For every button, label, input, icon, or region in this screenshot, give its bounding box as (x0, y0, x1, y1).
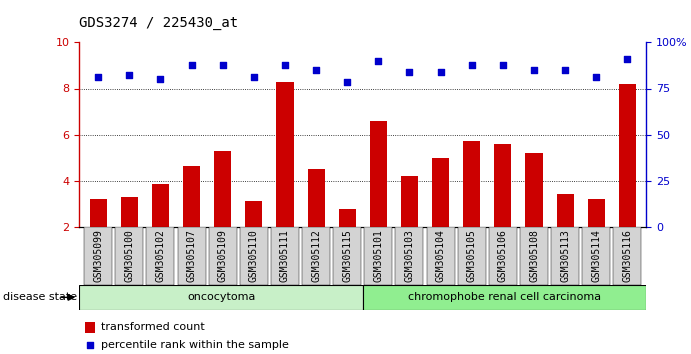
Bar (619, 84, 636, 227)
Bar (214, 151, 231, 227)
Bar (121, 197, 138, 227)
Bar (583, 227, 610, 285)
Bar (240, 227, 268, 285)
Text: disease state: disease state (3, 292, 77, 302)
Text: GSM305107: GSM305107 (187, 229, 196, 282)
Text: GSM305114: GSM305114 (591, 229, 601, 282)
Bar (395, 227, 424, 285)
Text: GSM305109: GSM305109 (218, 229, 227, 282)
Bar (401, 176, 418, 227)
Text: GSM305101: GSM305101 (373, 229, 384, 282)
Point (466, 63, 477, 68)
Point (155, 76, 166, 82)
Bar (178, 227, 205, 285)
Bar (307, 169, 325, 227)
Bar (90, 199, 106, 227)
Point (373, 58, 384, 64)
Bar (463, 141, 480, 227)
Text: GSM305104: GSM305104 (435, 229, 446, 282)
Text: GSM305110: GSM305110 (249, 229, 259, 282)
Text: GSM305103: GSM305103 (404, 229, 415, 282)
Point (186, 63, 197, 68)
Text: GDS3274 / 225430_at: GDS3274 / 225430_at (79, 16, 238, 30)
Point (455, 253, 466, 259)
Text: GSM305111: GSM305111 (280, 229, 290, 282)
Text: GSM305113: GSM305113 (560, 229, 570, 282)
Bar (525, 153, 542, 227)
Text: GSM305102: GSM305102 (155, 229, 165, 282)
Bar (494, 144, 511, 227)
Bar (85, 322, 95, 333)
Bar (426, 227, 455, 285)
Bar (489, 227, 517, 285)
Point (279, 63, 290, 68)
Bar (614, 227, 641, 285)
Bar (271, 227, 299, 285)
Point (435, 70, 446, 75)
Bar (84, 227, 112, 285)
Text: GSM305108: GSM305108 (529, 229, 539, 282)
Point (217, 63, 228, 68)
Point (404, 70, 415, 75)
Point (124, 72, 135, 78)
Point (498, 63, 509, 68)
Point (341, 79, 352, 84)
Bar (333, 227, 361, 285)
Text: transformed count: transformed count (101, 322, 205, 332)
Bar (115, 227, 143, 285)
Bar (556, 194, 574, 227)
Bar (152, 184, 169, 227)
Bar (146, 227, 174, 285)
Point (310, 67, 321, 73)
Text: GSM305112: GSM305112 (311, 229, 321, 282)
Bar (588, 199, 605, 227)
Bar (457, 227, 486, 285)
Bar (276, 81, 294, 227)
Bar (551, 227, 579, 285)
Point (591, 74, 602, 80)
Text: percentile rank within the sample: percentile rank within the sample (101, 340, 289, 350)
Bar (245, 201, 263, 227)
Text: GSM305106: GSM305106 (498, 229, 508, 282)
Text: chromophobe renal cell carcinoma: chromophobe renal cell carcinoma (408, 292, 601, 302)
Text: GSM305116: GSM305116 (623, 229, 632, 282)
Bar (183, 166, 200, 227)
Point (560, 67, 571, 73)
Text: oncocytoma: oncocytoma (187, 292, 255, 302)
Point (248, 74, 259, 80)
Point (93, 74, 104, 80)
Text: GSM305099: GSM305099 (93, 229, 103, 282)
Bar (370, 121, 387, 227)
Bar (364, 227, 392, 285)
Point (622, 56, 633, 62)
Bar (520, 227, 548, 285)
Text: GSM305115: GSM305115 (342, 229, 352, 282)
Text: GSM305105: GSM305105 (466, 229, 477, 282)
Bar (302, 227, 330, 285)
Point (529, 67, 540, 73)
Bar (432, 158, 449, 227)
Bar (79, 285, 363, 310)
Text: GSM305100: GSM305100 (124, 229, 134, 282)
Bar (209, 227, 237, 285)
Bar (363, 285, 646, 310)
Bar (339, 209, 356, 227)
